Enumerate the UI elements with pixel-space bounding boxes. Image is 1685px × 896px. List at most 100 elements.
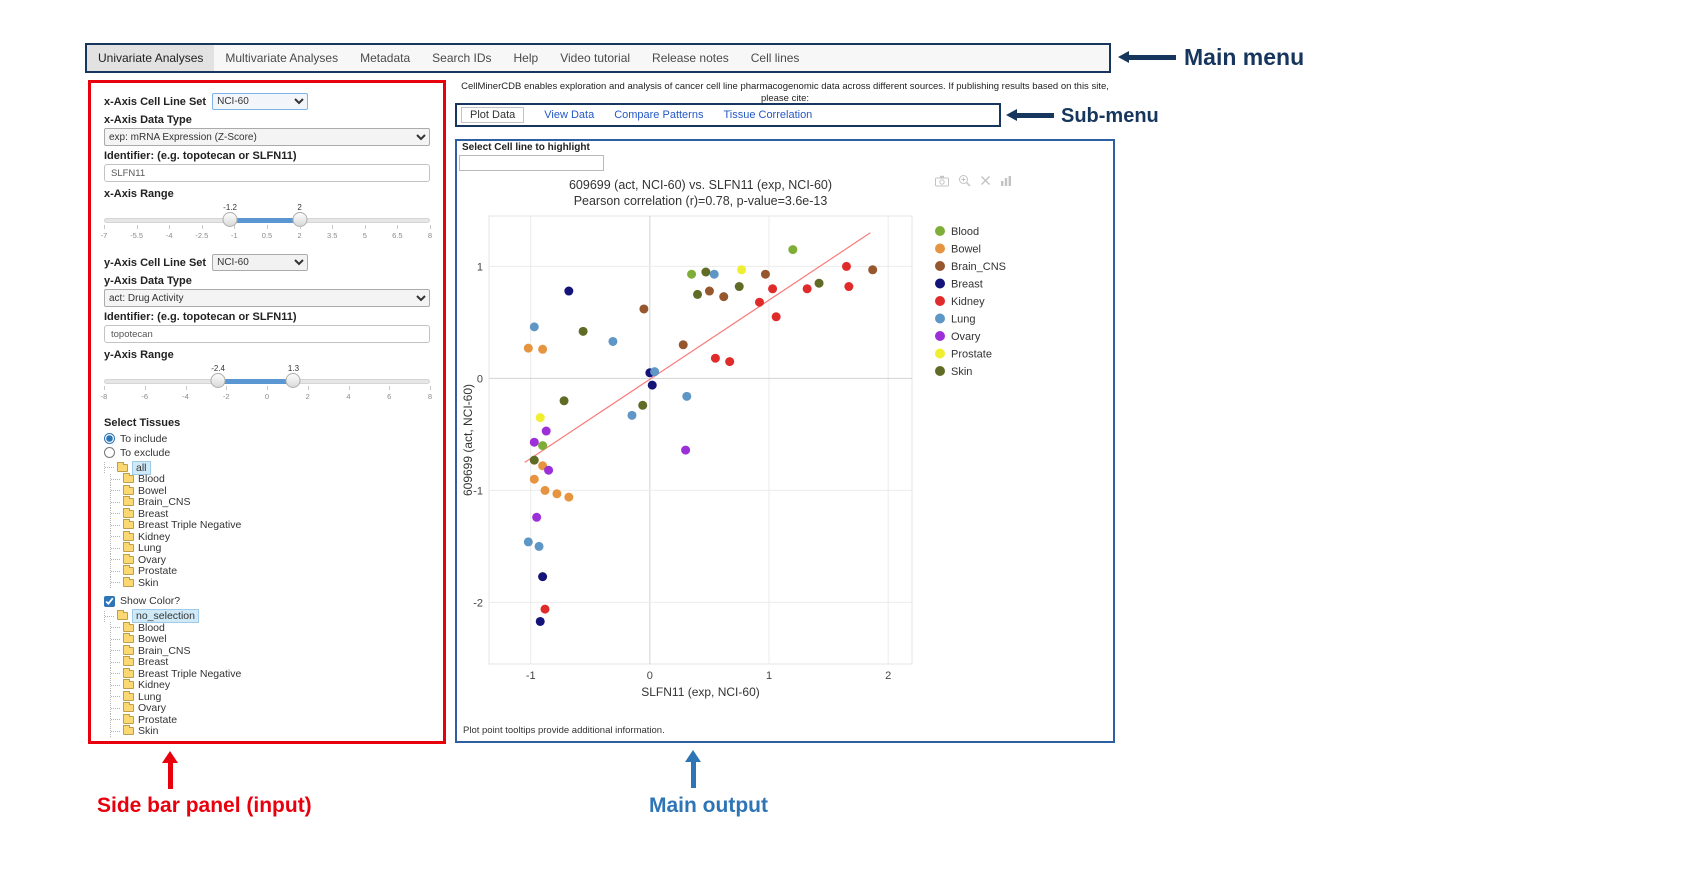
- y-range-slider[interactable]: -2.4 1.3 -8 -6 -4 -2 0 2 4 6 8: [100, 361, 432, 405]
- tree-item-breast[interactable]: Breast: [110, 656, 430, 668]
- camera-icon[interactable]: [935, 175, 949, 187]
- menu-item-video-tutorial[interactable]: Video tutorial: [560, 51, 631, 65]
- tree-item-bowel[interactable]: Bowel: [110, 484, 430, 497]
- slider-from-value: -2.4: [211, 364, 225, 373]
- slider-handle-from[interactable]: [210, 373, 226, 388]
- magnifier-icon[interactable]: [958, 174, 971, 187]
- y-data-type-select[interactable]: act: Drug Activity: [104, 289, 430, 307]
- slider-tick-label: 6.5: [392, 231, 403, 240]
- point-kidney: [725, 357, 735, 367]
- slider-tick: [430, 225, 431, 229]
- folder-icon: [123, 553, 134, 564]
- tree-item-breast-triple-negative[interactable]: Breast Triple Negative: [110, 519, 430, 531]
- slider-tick-label: 3.5: [326, 231, 338, 240]
- tab-tissue-correlation[interactable]: Tissue Correlation: [723, 109, 813, 121]
- tree-item-ovary[interactable]: Ovary: [110, 553, 430, 566]
- close-icon[interactable]: [980, 175, 991, 186]
- menu-item-search-ids[interactable]: Search IDs: [432, 51, 492, 65]
- show-color-checkbox[interactable]: [104, 595, 115, 607]
- main-output-annotation: Main output: [649, 794, 768, 817]
- slider-tick: [201, 225, 203, 229]
- point-skin: [701, 267, 711, 277]
- point-blood: [788, 245, 798, 255]
- point-lung: [534, 541, 544, 551]
- tree-item-lung[interactable]: Lung: [110, 690, 430, 703]
- tree-item-ovary[interactable]: Ovary: [110, 702, 430, 714]
- tree-item-label: Breast Triple Negative: [138, 667, 242, 680]
- menu-item-metadata[interactable]: Metadata: [360, 51, 411, 65]
- legend-swatch: [935, 296, 945, 306]
- tree-item-skin[interactable]: Skin: [110, 725, 430, 737]
- tree-item-kidney[interactable]: Kidney: [110, 679, 430, 691]
- slider-tick-label: -5.5: [130, 231, 144, 240]
- legend-item-ovary[interactable]: Ovary: [935, 331, 981, 343]
- legend-item-bowel[interactable]: Bowel: [935, 243, 981, 256]
- x-cell-line-set-select[interactable]: NCI-60: [212, 93, 309, 110]
- tab-plot-data[interactable]: Plot Data: [461, 107, 525, 123]
- to-include-radio[interactable]: [104, 433, 115, 444]
- x-data-type-label: x-Axis Data Type: [104, 114, 192, 126]
- tree-item-prostate[interactable]: Prostate: [110, 713, 430, 726]
- menu-item-release-notes[interactable]: Release notes: [652, 51, 729, 65]
- menu-item-univariate-analyses[interactable]: Univariate Analyses: [87, 45, 215, 71]
- point-brain-cns: [760, 269, 770, 279]
- tree-item-kidney[interactable]: Kidney: [110, 530, 430, 543]
- tree-connector: [110, 554, 123, 566]
- tree-item-breast-triple-negative[interactable]: Breast Triple Negative: [110, 667, 430, 680]
- tree-root-no-selection[interactable]: no_selection: [104, 609, 430, 624]
- point-skin: [559, 396, 569, 406]
- to-exclude-label: To exclude: [120, 446, 171, 459]
- legend-item-skin[interactable]: Skin: [935, 366, 972, 378]
- tree-connector: [110, 645, 123, 657]
- slider-tick-label: -8: [100, 392, 108, 401]
- legend-item-breast[interactable]: Breast: [935, 278, 983, 291]
- legend-item-blood[interactable]: Blood: [935, 226, 979, 238]
- tree-item-skin[interactable]: Skin: [110, 576, 430, 589]
- tree-item-brain-cns[interactable]: Brain_CNS: [110, 644, 430, 657]
- legend-item-kidney[interactable]: Kidney: [935, 296, 985, 308]
- folder-icon: [123, 621, 134, 632]
- menu-item-cell-lines[interactable]: Cell lines: [750, 51, 800, 65]
- slider-tick: [430, 386, 431, 390]
- to-exclude-radio[interactable]: [104, 447, 115, 458]
- legend-swatch: [935, 366, 945, 376]
- scatter-plot[interactable]: -1 0 1 2 -2 -1 0 1 609699 (act, NCI-60) vs. SLFN…: [462, 171, 1102, 726]
- x-range-slider[interactable]: -1.2 2 -7 -5.5 -4 -2.5 -1 0.5 2 3.5 5 6.5 8: [101, 200, 432, 244]
- point-skin: [638, 400, 648, 410]
- tree-item-label: Breast: [138, 507, 169, 520]
- tree-item-blood[interactable]: Blood: [110, 473, 430, 485]
- tree-item-bowel[interactable]: Bowel: [110, 633, 430, 645]
- tree-item-lung[interactable]: Lung: [110, 542, 430, 554]
- legend-item-brain-cns[interactable]: Brain_CNS: [935, 261, 1006, 273]
- menu-item-multivariate-analyses[interactable]: Multivariate Analyses: [225, 51, 339, 65]
- point-blood: [687, 269, 697, 279]
- y-identifier-input[interactable]: [104, 325, 430, 343]
- y-cell-line-set-select[interactable]: NCI-60: [212, 254, 309, 271]
- x-identifier-input[interactable]: [104, 164, 430, 182]
- main-output-arrow: [685, 750, 701, 788]
- y-cell-line-set-label: y-Axis Cell Line Set: [104, 256, 207, 269]
- x-tick-label: 0: [647, 670, 653, 682]
- legend-swatch: [935, 226, 945, 236]
- chart-logo-icon[interactable]: [1000, 175, 1012, 187]
- folder-icon: [123, 576, 134, 587]
- tree-item-prostate[interactable]: Prostate: [110, 565, 430, 577]
- legend-item-prostate[interactable]: Prostate: [935, 348, 992, 361]
- tree-item-brain-cns[interactable]: Brain_CNS: [110, 496, 430, 508]
- tree-item-breast[interactable]: Breast: [110, 507, 430, 520]
- x-data-type-select[interactable]: exp: mRNA Expression (Z-Score): [104, 128, 430, 146]
- tree-root-all[interactable]: all: [104, 460, 430, 475]
- slider-handle-to[interactable]: [285, 373, 301, 388]
- highlight-cell-line-input[interactable]: [459, 155, 604, 171]
- tab-view-data[interactable]: View Data: [544, 109, 595, 121]
- slider-handle-from[interactable]: [222, 212, 238, 227]
- tree-connector: [110, 725, 123, 737]
- sub-menu: Plot Data View Data Compare Patterns Tissue…: [455, 103, 1001, 127]
- legend-item-lung[interactable]: Lung: [935, 313, 975, 326]
- point-blood: [538, 441, 548, 451]
- menu-item-help[interactable]: Help: [513, 51, 539, 65]
- tab-compare-patterns[interactable]: Compare Patterns: [614, 109, 704, 121]
- point-ovary: [681, 445, 691, 455]
- legend-swatch: [935, 313, 945, 324]
- tree-item-blood[interactable]: Blood: [110, 621, 430, 634]
